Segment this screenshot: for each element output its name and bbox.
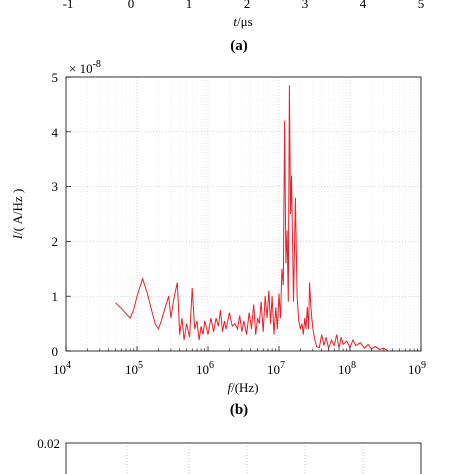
y-tick-labels: 0 1 2 3 4 5 [52,70,59,359]
x-axis-label: f/(Hz) [227,380,258,395]
y-tick-label: 3 [52,179,59,194]
chart-caption: (b) [230,402,248,418]
y-tick-label: 0 [52,344,59,359]
y-axis-label: I/( A/Hz ) [10,189,25,241]
bottom-panel: 0.02 [37,436,422,474]
top-x-tick-label: 3 [302,0,309,11]
x-tick-label: 104 [53,360,71,377]
plot-area [65,76,422,352]
top-x-tick-label: 1 [186,0,193,11]
plot-frame [66,77,421,351]
top-panel-caption: (a) [230,38,248,54]
top-x-tick-label: 0 [128,0,135,11]
bottom-y-tick-label: 0.02 [37,436,60,451]
top-x-tick-label: 4 [360,0,367,11]
y-tick-label: 2 [52,234,59,249]
top-panel-x-ticks: -1 0 1 2 3 4 5 [63,0,425,11]
top-x-tick-label: -1 [63,0,74,11]
y-multiplier: × 10-8 [69,59,101,76]
x-tick-label: 106 [196,360,214,377]
bottom-plot-frame [65,442,422,474]
x-tick-label: 108 [338,360,356,377]
x-tick-label: 107 [267,360,285,377]
y-tick-label: 1 [52,289,59,304]
x-tick-label: 109 [408,360,426,377]
tick-marks [65,76,422,352]
y-tick-label: 5 [52,70,59,85]
top-x-axis-label: t/μs [233,14,252,29]
top-x-tick-label: 2 [244,0,251,11]
series-line [115,85,388,351]
top-x-tick-label: 5 [418,0,425,11]
y-tick-label: 4 [52,125,59,140]
plot-border [65,76,422,352]
x-tick-labels: 104 105 106 107 108 109 [53,360,426,377]
x-tick-label: 105 [125,360,143,377]
